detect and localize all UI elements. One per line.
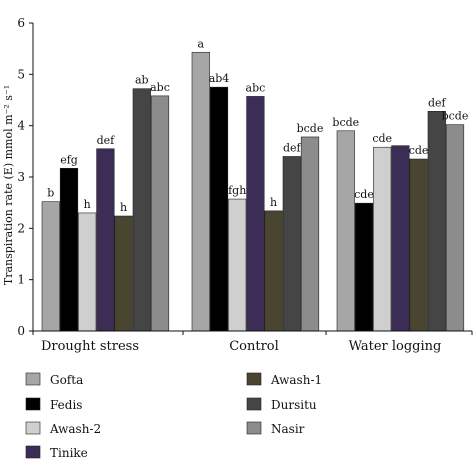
bar-fedis-1 bbox=[59, 167, 79, 332]
bar-dursitu-2 bbox=[282, 156, 301, 332]
bar-significance-label: h bbox=[84, 198, 91, 211]
bar-gofta-2 bbox=[191, 51, 210, 332]
bar-significance-label: def bbox=[97, 134, 116, 147]
x-category-label: Drought stress bbox=[41, 339, 139, 354]
y-tick-label: 6 bbox=[17, 16, 25, 30]
bar-tinike-3 bbox=[391, 145, 410, 332]
legend-label-fedis: Fedis bbox=[50, 398, 82, 412]
bar-significance-label: def bbox=[283, 141, 302, 154]
bar-labels: b a bcde efg ab4 cde h fgh cde def abc h h cde ab def de… bbox=[47, 37, 468, 214]
bar-significance-label: cde bbox=[354, 188, 374, 201]
bar-nasir-3 bbox=[445, 124, 465, 332]
bar-awash-2-2 bbox=[228, 198, 247, 332]
bar-fedis-2 bbox=[209, 86, 229, 332]
x-axis: Drought stress Control Water logging bbox=[32, 330, 473, 354]
bar-significance-label: abc bbox=[246, 81, 266, 94]
legend: Gofta Fedis Awash-2 Tinike Awash-1 Dursitu Nas… bbox=[25, 372, 322, 460]
legend-label-awash-1: Awash-1 bbox=[270, 373, 322, 387]
bar-significance-label: bcde bbox=[442, 110, 469, 123]
bar-nasir-1 bbox=[150, 95, 170, 332]
bar-significance-label: def bbox=[428, 96, 447, 109]
bar-nasir-2 bbox=[300, 136, 320, 332]
legend-swatch-awash-1 bbox=[246, 372, 262, 386]
bar-gofta-3 bbox=[336, 130, 355, 332]
bar-significance-label: ab bbox=[135, 74, 149, 87]
bar-fedis-3 bbox=[354, 202, 374, 332]
y-tick-label: 3 bbox=[17, 170, 25, 184]
bar-significance-label: fgh bbox=[228, 184, 246, 197]
x-category-label: Control bbox=[229, 339, 279, 354]
y-tick-label: 0 bbox=[17, 324, 25, 338]
bar-significance-label: h bbox=[270, 196, 277, 209]
bar-awash-1-2 bbox=[264, 210, 283, 332]
legend-swatch-gofta bbox=[25, 372, 41, 386]
legend-swatch-tinike bbox=[25, 445, 41, 459]
bar-significance-label: bcde bbox=[332, 116, 359, 129]
y-axis: 0 1 2 3 4 5 6 bbox=[17, 16, 34, 338]
legend-label-nasir: Nasir bbox=[271, 422, 305, 436]
y-tick-label: 1 bbox=[17, 273, 25, 287]
bar-awash-2-1 bbox=[78, 212, 97, 332]
bar-significance-label: h bbox=[120, 201, 127, 214]
bar-awash-1-3 bbox=[409, 158, 428, 332]
bar-significance-label: ab4 bbox=[209, 72, 230, 85]
bar-significance-label: b bbox=[47, 187, 54, 200]
y-tick-label: 4 bbox=[17, 119, 25, 133]
bar-awash-2-3 bbox=[373, 146, 392, 332]
x-category-label: Water logging bbox=[349, 339, 442, 354]
legend-swatch-awash-2 bbox=[25, 421, 41, 435]
bar-tinike-1 bbox=[96, 148, 115, 332]
legend-label-dursitu: Dursitu bbox=[271, 398, 317, 412]
bar-significance-label: abc bbox=[150, 81, 170, 94]
legend-swatch-nasir bbox=[246, 421, 262, 435]
legend-swatch-dursitu bbox=[246, 397, 262, 411]
legend-label-gofta: Gofta bbox=[50, 373, 83, 387]
y-tick-label: 2 bbox=[17, 221, 25, 235]
bar-significance-label: cde bbox=[372, 132, 392, 145]
y-tick-label: 5 bbox=[17, 67, 25, 81]
y-axis-label: Transpiration rate (E) mmol m⁻² s⁻¹ bbox=[2, 85, 15, 285]
bar-significance-label: a bbox=[198, 37, 205, 50]
bar-significance-label: efg bbox=[60, 153, 78, 166]
bar-awash-1-1 bbox=[114, 215, 133, 332]
bar-dursitu-3 bbox=[427, 110, 446, 332]
bar-significance-label: bcde bbox=[297, 122, 324, 135]
bar-tinike-2 bbox=[246, 96, 265, 332]
bar-gofta-1 bbox=[41, 201, 60, 332]
legend-label-tinike: Tinike bbox=[50, 446, 88, 460]
legend-swatch-fedis bbox=[25, 397, 41, 411]
bar-dursitu-1 bbox=[132, 88, 151, 332]
legend-label-awash-2: Awash-2 bbox=[49, 422, 101, 436]
bar-significance-label: cde bbox=[409, 144, 429, 157]
